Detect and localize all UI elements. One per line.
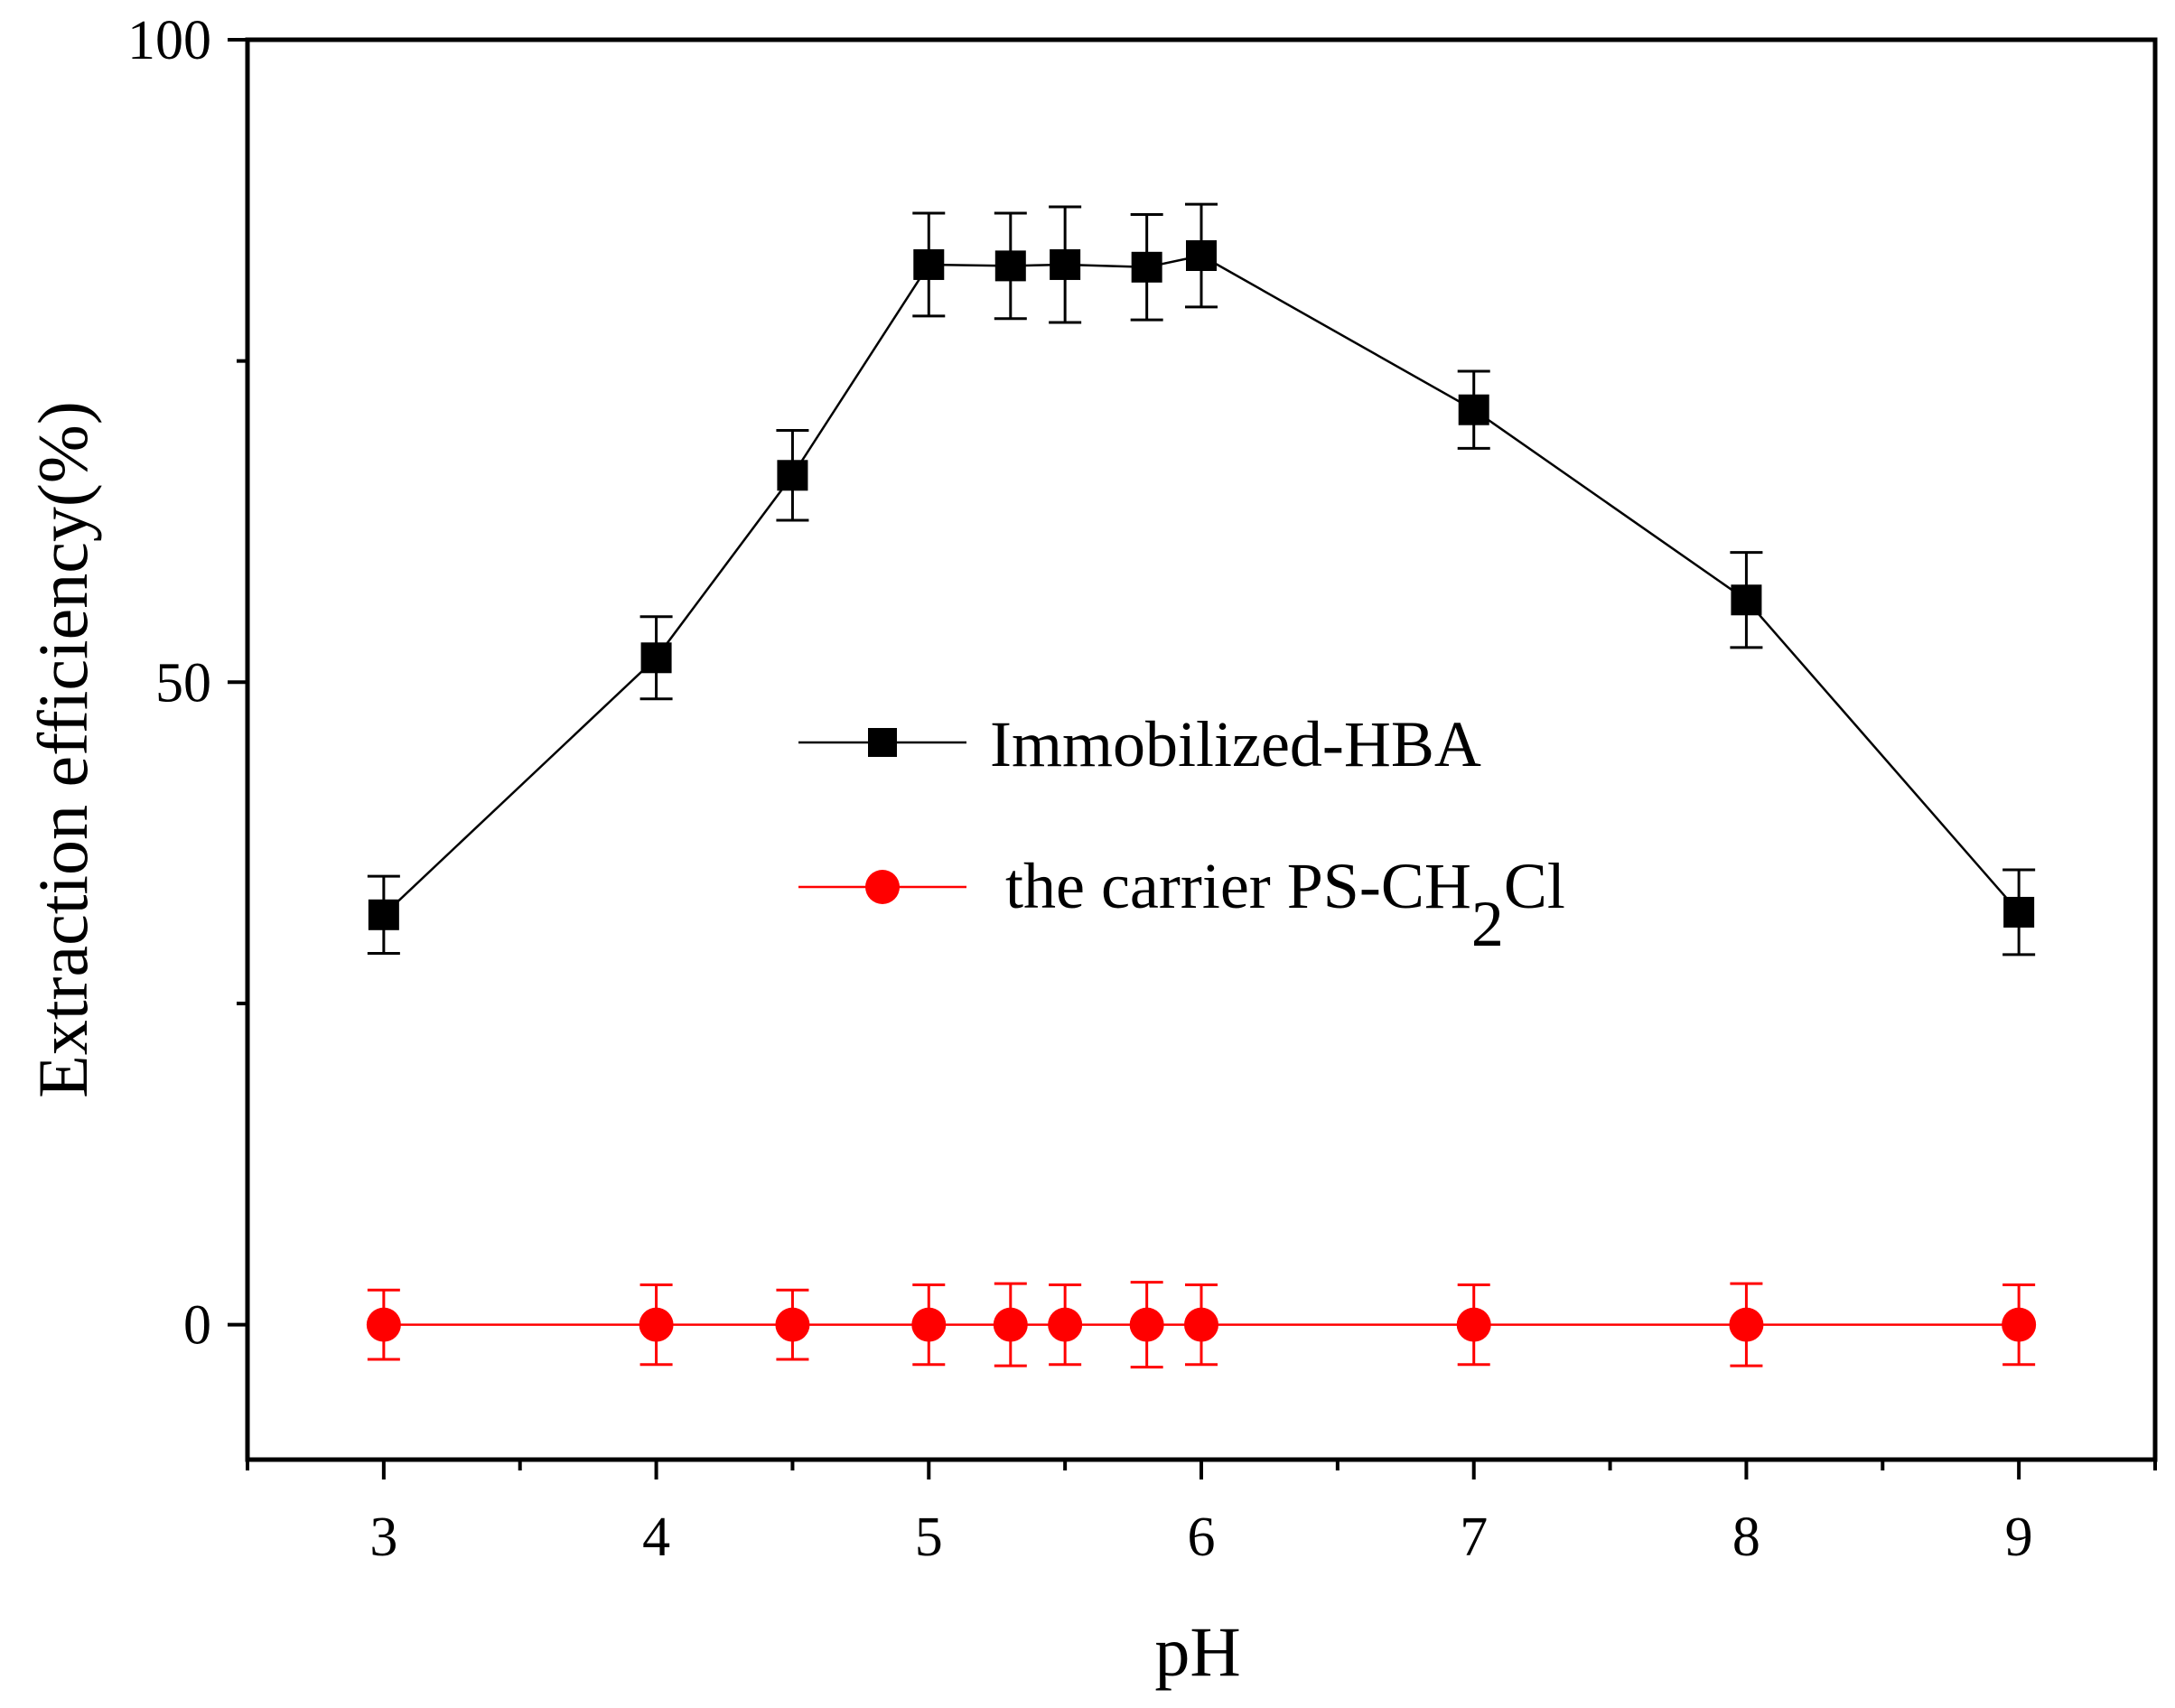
series-line (382, 254, 2021, 916)
data-point (1050, 248, 1081, 280)
data-point (2003, 896, 2035, 928)
x-tick-label: 5 (915, 1507, 943, 1568)
data-point (994, 250, 1026, 282)
data-point (639, 1307, 674, 1342)
x-tick-label: 6 (1188, 1507, 1216, 1568)
legend-label-carrier: the carrier PS-CH2Cl (1005, 850, 1565, 960)
y-tick-label: 100 (127, 10, 211, 71)
data-point (1458, 394, 1489, 425)
data-point (1731, 584, 1762, 616)
x-tick-label: 7 (1460, 1507, 1488, 1568)
data-point (1186, 240, 1217, 272)
y-tick-label: 0 (183, 1295, 211, 1357)
x-tick-label: 4 (642, 1507, 670, 1568)
x-tick-label: 3 (369, 1507, 397, 1568)
legend-label-immobilized: Immobilized-HBA (990, 708, 1481, 780)
legend-label-carrier-subscript: 2 (1471, 888, 1504, 960)
legend-label-carrier-main: the carrier PS-CH (1005, 850, 1471, 922)
series-layer (366, 202, 2037, 1369)
x-axis-title: pH (1154, 1612, 1240, 1691)
data-point (911, 1307, 947, 1342)
y-tick-label: 50 (155, 652, 211, 714)
data-point (1129, 1307, 1164, 1342)
data-point (777, 460, 808, 491)
data-point (1048, 1307, 1083, 1342)
legend-label-carrier-end: Cl (1504, 850, 1565, 922)
data-point (1131, 251, 1162, 283)
legend: Immobilized-HBA the carrier PS-CH2Cl (798, 708, 1565, 960)
y-axis-title: Extraction efficiency(%) (23, 401, 102, 1098)
data-point (2002, 1307, 2037, 1342)
data-point (640, 642, 672, 674)
data-point (775, 1307, 810, 1342)
x-tick-label: 9 (2005, 1507, 2033, 1568)
legend-marker-square (868, 728, 897, 757)
legend-marker-circle (865, 870, 900, 904)
data-point (993, 1307, 1028, 1342)
data-point (368, 899, 399, 930)
data-point (1729, 1307, 1764, 1342)
data-point (1456, 1307, 1491, 1342)
data-point (366, 1307, 401, 1342)
data-point (913, 248, 945, 280)
data-point (1184, 1307, 1218, 1342)
axis-ticks: 3 4 5 6 7 8 9 0 50 100 (127, 10, 2157, 1568)
x-tick-label: 8 (1732, 1507, 1760, 1568)
series-carrier-ps-ch2cl (366, 1281, 2037, 1369)
series-immobilized-hba (367, 202, 2036, 957)
